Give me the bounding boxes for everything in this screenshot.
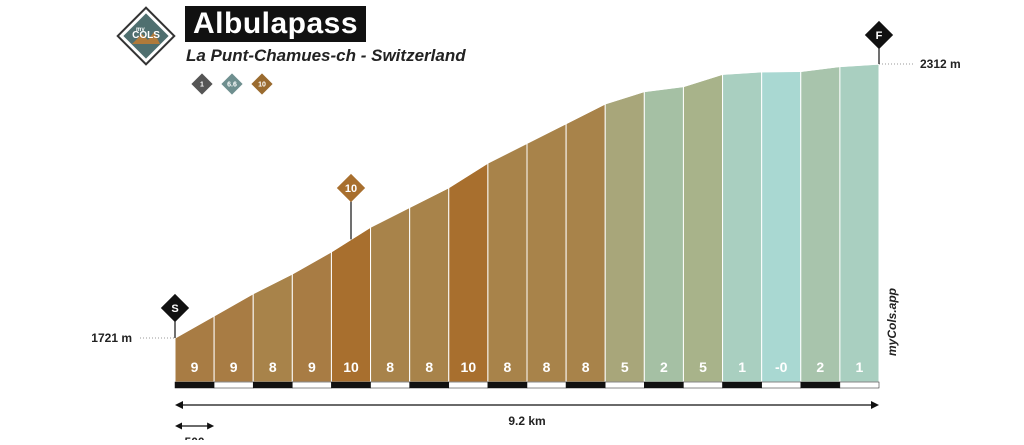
distance-block-13 bbox=[644, 381, 684, 389]
profile-segment-11 bbox=[565, 102, 606, 383]
logo-small-text: my bbox=[136, 27, 145, 33]
segment-gradient-label-15: 1 bbox=[738, 359, 746, 375]
distance-block-17 bbox=[800, 381, 841, 389]
difficulty-badge-2: 6.6 bbox=[219, 71, 245, 97]
mycols-logo: my COLS bbox=[116, 6, 176, 66]
distance-block-2 bbox=[213, 381, 254, 389]
total-distance-arrow-right bbox=[871, 401, 879, 409]
distance-block-6 bbox=[370, 381, 410, 389]
distance-block-4 bbox=[292, 381, 332, 389]
logo-main-text: COLS bbox=[132, 30, 160, 41]
difficulty-badge-1-label: 1 bbox=[200, 82, 204, 89]
segment-length-label: 500 bbox=[185, 435, 205, 440]
distance-block-9 bbox=[487, 381, 528, 389]
distance-block-3 bbox=[252, 381, 293, 389]
difficulty-badge-3: 10 bbox=[249, 71, 275, 97]
page-title: Albulapass bbox=[185, 6, 367, 42]
difficulty-badges: 1 6.6 10 bbox=[189, 71, 275, 97]
segment-gradient-label-8: 10 bbox=[461, 359, 477, 375]
finish-marker-label: F bbox=[876, 30, 883, 42]
page-subtitle: La Punt-Chamues-ch - Switzerland bbox=[186, 46, 466, 65]
profile-segment-6 bbox=[370, 206, 411, 383]
segment-gradient-label-6: 8 bbox=[386, 359, 394, 375]
segment-gradient-label-3: 8 bbox=[269, 359, 277, 375]
distance-block-7 bbox=[409, 381, 450, 389]
profile-segment-13 bbox=[643, 85, 684, 383]
distance-block-5 bbox=[331, 381, 371, 389]
profile-segment-14 bbox=[682, 73, 724, 383]
start-marker: S bbox=[160, 293, 190, 323]
distance-block-10 bbox=[526, 381, 567, 389]
difficulty-badge-3-label: 10 bbox=[258, 82, 266, 89]
profile-segment-7 bbox=[409, 186, 450, 383]
segment-gradient-label-1: 9 bbox=[191, 359, 199, 375]
segment-gradient-label-14: 5 bbox=[699, 359, 707, 375]
brand-side-label: myCols.app bbox=[885, 288, 899, 356]
finish-marker-diamond bbox=[864, 20, 894, 50]
segment-length-arrow-right bbox=[207, 422, 215, 430]
difficulty-badge-2-label: 6.6 bbox=[227, 82, 237, 89]
profile-outline bbox=[174, 63, 880, 339]
profile-segment-15 bbox=[722, 71, 763, 383]
end-altitude-label: 2312 m bbox=[920, 57, 961, 71]
profile-segment-18 bbox=[839, 63, 880, 383]
distance-block-14 bbox=[683, 381, 723, 389]
total-distance-arrow-left bbox=[175, 401, 183, 409]
segment-gradient-label-5: 10 bbox=[343, 359, 359, 375]
distance-block-8 bbox=[448, 381, 489, 389]
segment-gradient-label-4: 9 bbox=[308, 359, 316, 375]
total-distance-label: 9.2 km bbox=[508, 414, 545, 428]
steepest-marker: 10 bbox=[336, 173, 366, 203]
profile-segment-12 bbox=[604, 90, 645, 383]
difficulty-badge-1: 1 bbox=[189, 71, 215, 97]
segment-gradient-label-11: 8 bbox=[582, 359, 590, 375]
profile-segment-8 bbox=[448, 162, 489, 383]
steepest-marker-label: 10 bbox=[345, 183, 357, 195]
profile-segment-9 bbox=[487, 142, 528, 383]
segment-gradient-label-12: 5 bbox=[621, 359, 629, 375]
segment-length-arrow-left bbox=[175, 422, 182, 430]
distance-block-12 bbox=[604, 381, 645, 389]
distance-block-18 bbox=[839, 381, 880, 389]
distance-block-1 bbox=[174, 381, 215, 389]
profile-segment-10 bbox=[526, 122, 567, 383]
distance-block-16 bbox=[761, 381, 802, 389]
segment-gradient-label-18: 1 bbox=[856, 359, 864, 375]
segment-gradient-label-2: 9 bbox=[230, 359, 238, 375]
segment-gradient-label-13: 2 bbox=[660, 359, 668, 375]
profile-segment-16 bbox=[761, 70, 802, 383]
distance-block-11 bbox=[565, 381, 606, 389]
profile-segment-17 bbox=[800, 65, 841, 383]
distance-block-15 bbox=[722, 381, 762, 389]
segment-gradient-label-9: 8 bbox=[504, 359, 512, 375]
segment-gradient-label-10: 8 bbox=[543, 359, 551, 375]
finish-marker: F bbox=[864, 20, 894, 50]
start-marker-label: S bbox=[171, 303, 178, 315]
segment-gradient-label-7: 8 bbox=[425, 359, 433, 375]
start-altitude-label: 1721 m bbox=[91, 331, 132, 345]
segment-gradient-label-16: -0 bbox=[775, 359, 788, 375]
segment-gradient-label-17: 2 bbox=[816, 359, 824, 375]
